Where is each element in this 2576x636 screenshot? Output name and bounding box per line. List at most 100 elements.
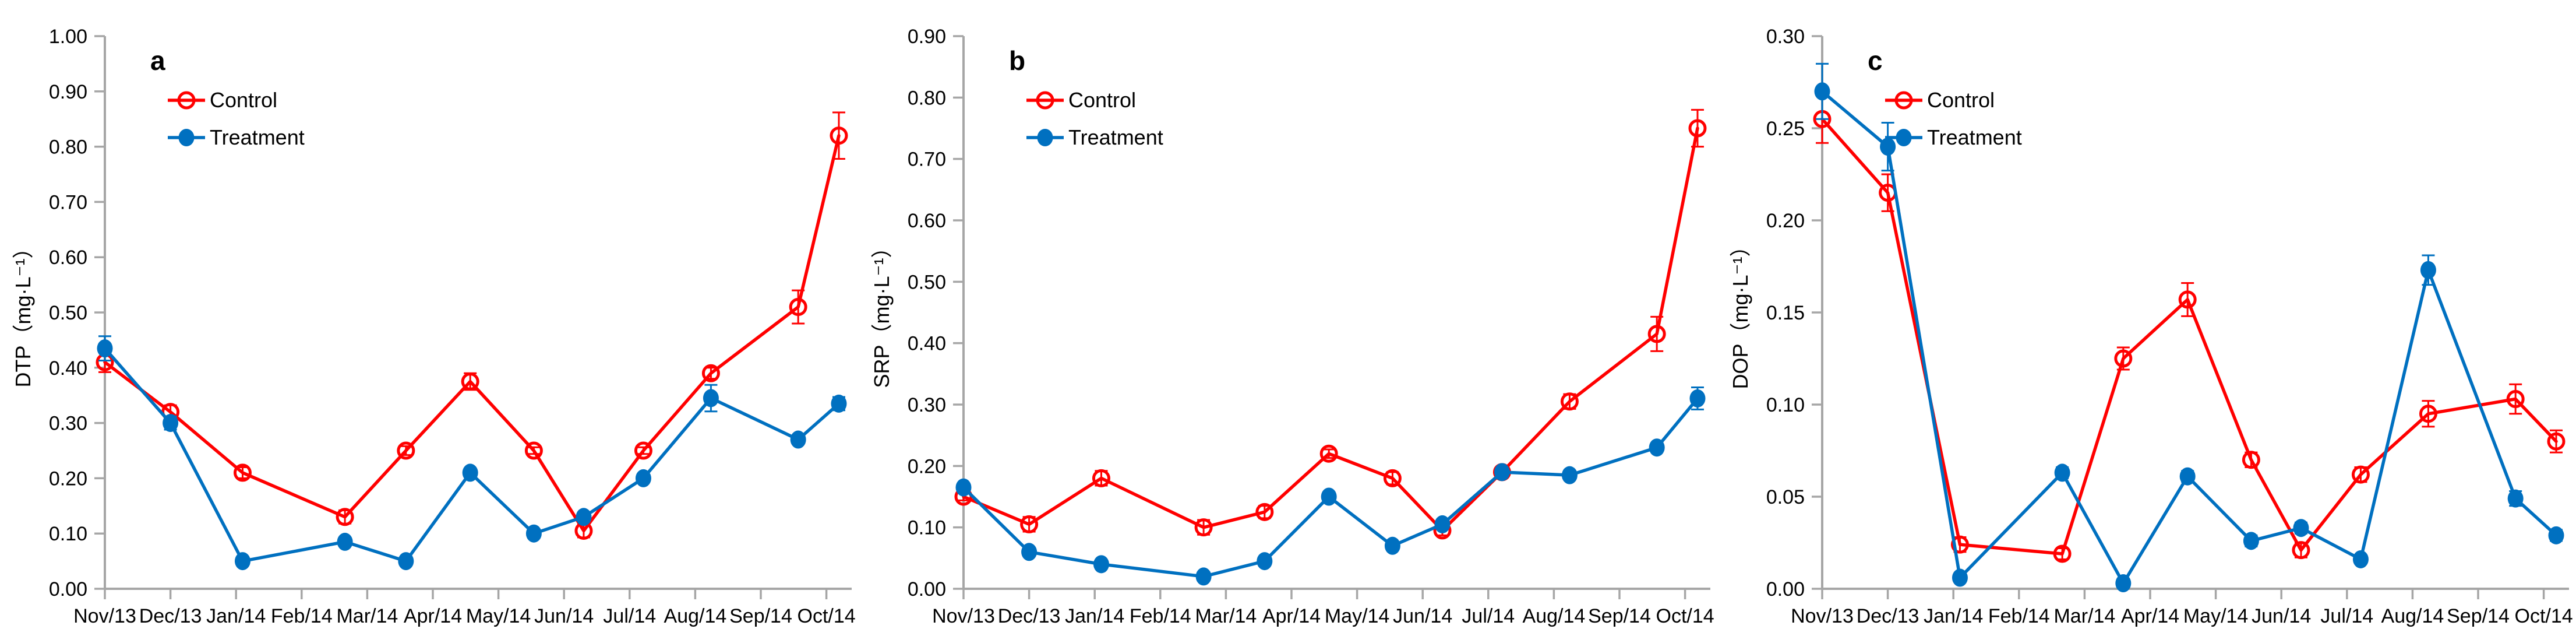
series-control-line (962, 127, 1699, 532)
control-open-circle-marker (1194, 518, 1213, 537)
control-open-circle-marker (830, 127, 848, 145)
treatment-filled-circle-marker (2179, 467, 2196, 486)
panel-a: 0.00 0.10 0.20 0.30 0.40 0.50 0.60 0.70 0.80 0.90… (0, 0, 859, 636)
y-tick-label: 0.40 (49, 357, 87, 380)
y-axis-title: SRP（mg·L⁻¹） (870, 237, 894, 388)
control-open-circle-marker (2419, 405, 2437, 423)
y-tick-label: 0.50 (908, 271, 946, 293)
series-treatment (955, 386, 1706, 586)
control-open-circle-marker (2351, 465, 2370, 484)
treatment-filled-circle-marker (955, 478, 972, 497)
control-open-circle-marker (233, 463, 252, 482)
treatment-filled-circle-marker (398, 552, 414, 571)
y-axis: 0.00 0.05 0.10 0.15 0.20 0.25 0.30 (1766, 26, 1823, 600)
series-control (96, 111, 848, 540)
legend-item-treatment: Treatment (1026, 125, 1163, 149)
control-open-circle-marker (2114, 349, 2133, 368)
control-open-circle-marker (1319, 444, 1338, 463)
legend-open-circle-icon (177, 91, 196, 110)
y-tick-label: 0.50 (49, 302, 87, 324)
treatment-filled-circle-marker (576, 508, 592, 526)
x-tick-label: Mar/14 (336, 605, 398, 627)
treatment-filled-circle-marker (1689, 389, 1706, 407)
panel-c-chart: 0.00 0.05 0.10 0.15 0.20 0.25 0.30 Nov/13 Dec/13… (1728, 26, 2573, 627)
x-tick-label: Jan/14 (1924, 605, 1983, 627)
control-open-circle-marker (2547, 432, 2566, 451)
control-open-circle-marker (1560, 392, 1579, 411)
legend-label-treatment: Treatment (210, 125, 305, 149)
y-tick-label: 0.30 (908, 394, 946, 416)
y-tick-label: 0.05 (1766, 486, 1805, 508)
treatment-filled-circle-marker (2507, 489, 2524, 508)
treatment-filled-circle-marker (525, 524, 542, 543)
y-tick-label: 0.10 (1766, 394, 1805, 416)
legend-label-treatment: Treatment (1927, 125, 2022, 149)
series-control-line (1820, 117, 2558, 556)
x-tick-label: Aug/14 (664, 605, 727, 627)
x-tick-label: Jul/14 (603, 605, 656, 627)
y-tick-label: 0.90 (908, 26, 946, 48)
y-tick-label: 0.00 (49, 578, 87, 600)
x-tick-label: May/14 (1325, 605, 1390, 627)
panel-a-chart: 0.00 0.10 0.20 0.30 0.40 0.50 0.60 0.70 0.80 0.90… (11, 26, 856, 627)
series-control (954, 108, 1707, 540)
x-axis: Nov/13 Dec/13 Jan/14 Feb/14 Mar/14 Apr/14 May/… (73, 588, 856, 627)
control-open-circle-marker (2292, 541, 2310, 560)
y-tick-label: 0.20 (908, 455, 946, 477)
y-tick-label: 0.00 (908, 578, 946, 600)
control-open-circle-marker (1255, 503, 1274, 521)
treatment-filled-circle-marker (1814, 82, 1830, 101)
treatment-filled-circle-marker (1952, 568, 1968, 587)
legend: Control Treatment (1885, 88, 2022, 149)
x-tick-label: Oct/14 (797, 605, 856, 627)
x-tick-label: Jun/14 (1393, 605, 1452, 627)
control-open-circle-marker (1383, 469, 1402, 487)
x-tick-label: Jul/14 (1462, 605, 1515, 627)
y-tick-label: 0.10 (49, 523, 87, 545)
treatment-filled-circle-marker (831, 394, 847, 413)
y-tick-label: 0.40 (908, 333, 946, 355)
series-control (1813, 94, 2566, 563)
x-tick-label: Dec/13 (998, 605, 1061, 627)
y-tick-label: 0.60 (908, 210, 946, 232)
treatment-filled-circle-marker (1880, 138, 1896, 156)
x-tick-label: Dec/13 (139, 605, 202, 627)
y-tick-label: 1.00 (49, 26, 87, 48)
treatment-filled-circle-marker (2115, 574, 2132, 593)
control-open-circle-marker (1688, 119, 1707, 138)
y-tick-label: 0.80 (49, 136, 87, 159)
control-open-circle-marker (2506, 390, 2525, 409)
x-tick-label: Jun/14 (534, 605, 594, 627)
panel-b-chart: 0.00 0.10 0.20 0.30 0.40 0.50 0.60 0.70 0.80 0.90… (870, 26, 1714, 627)
x-tick-label: Apr/14 (2121, 605, 2179, 627)
legend-filled-circle-icon (178, 129, 195, 146)
treatment-filled-circle-marker (2548, 526, 2564, 544)
y-tick-label: 0.70 (908, 149, 946, 171)
treatment-filled-circle-marker (1494, 463, 1510, 482)
treatment-filled-circle-marker (97, 339, 113, 358)
x-tick-label: May/14 (466, 605, 531, 627)
panel-c: 0.00 0.05 0.10 0.15 0.20 0.25 0.30 Nov/13 Dec/13… (1717, 0, 2576, 636)
x-tick-label: Sep/14 (2447, 605, 2510, 627)
x-tick-label: Jun/14 (2252, 605, 2311, 627)
treatment-filled-circle-marker (1321, 487, 1337, 506)
series-treatment-line (103, 346, 841, 563)
control-open-circle-marker (2053, 544, 2072, 563)
x-tick-label: Nov/13 (932, 605, 995, 627)
x-tick-label: Apr/14 (1262, 605, 1321, 627)
x-tick-label: Jan/14 (1065, 605, 1124, 627)
control-open-circle-marker (336, 508, 354, 526)
y-tick-label: 0.30 (49, 413, 87, 435)
legend-label-treatment: Treatment (1068, 125, 1163, 149)
treatment-filled-circle-marker (2352, 550, 2369, 568)
x-tick-label: Feb/14 (1130, 605, 1191, 627)
y-tick-label: 0.30 (1766, 26, 1805, 48)
x-tick-label: May/14 (2183, 605, 2249, 627)
control-open-circle-marker (1647, 325, 1666, 343)
x-tick-label: Feb/14 (1988, 605, 2050, 627)
treatment-filled-circle-marker (1434, 515, 1451, 533)
series-treatment (1814, 62, 2564, 593)
treatment-filled-circle-marker (234, 552, 250, 571)
control-open-circle-marker (2242, 451, 2260, 469)
x-tick-label: Aug/14 (1523, 605, 1586, 627)
